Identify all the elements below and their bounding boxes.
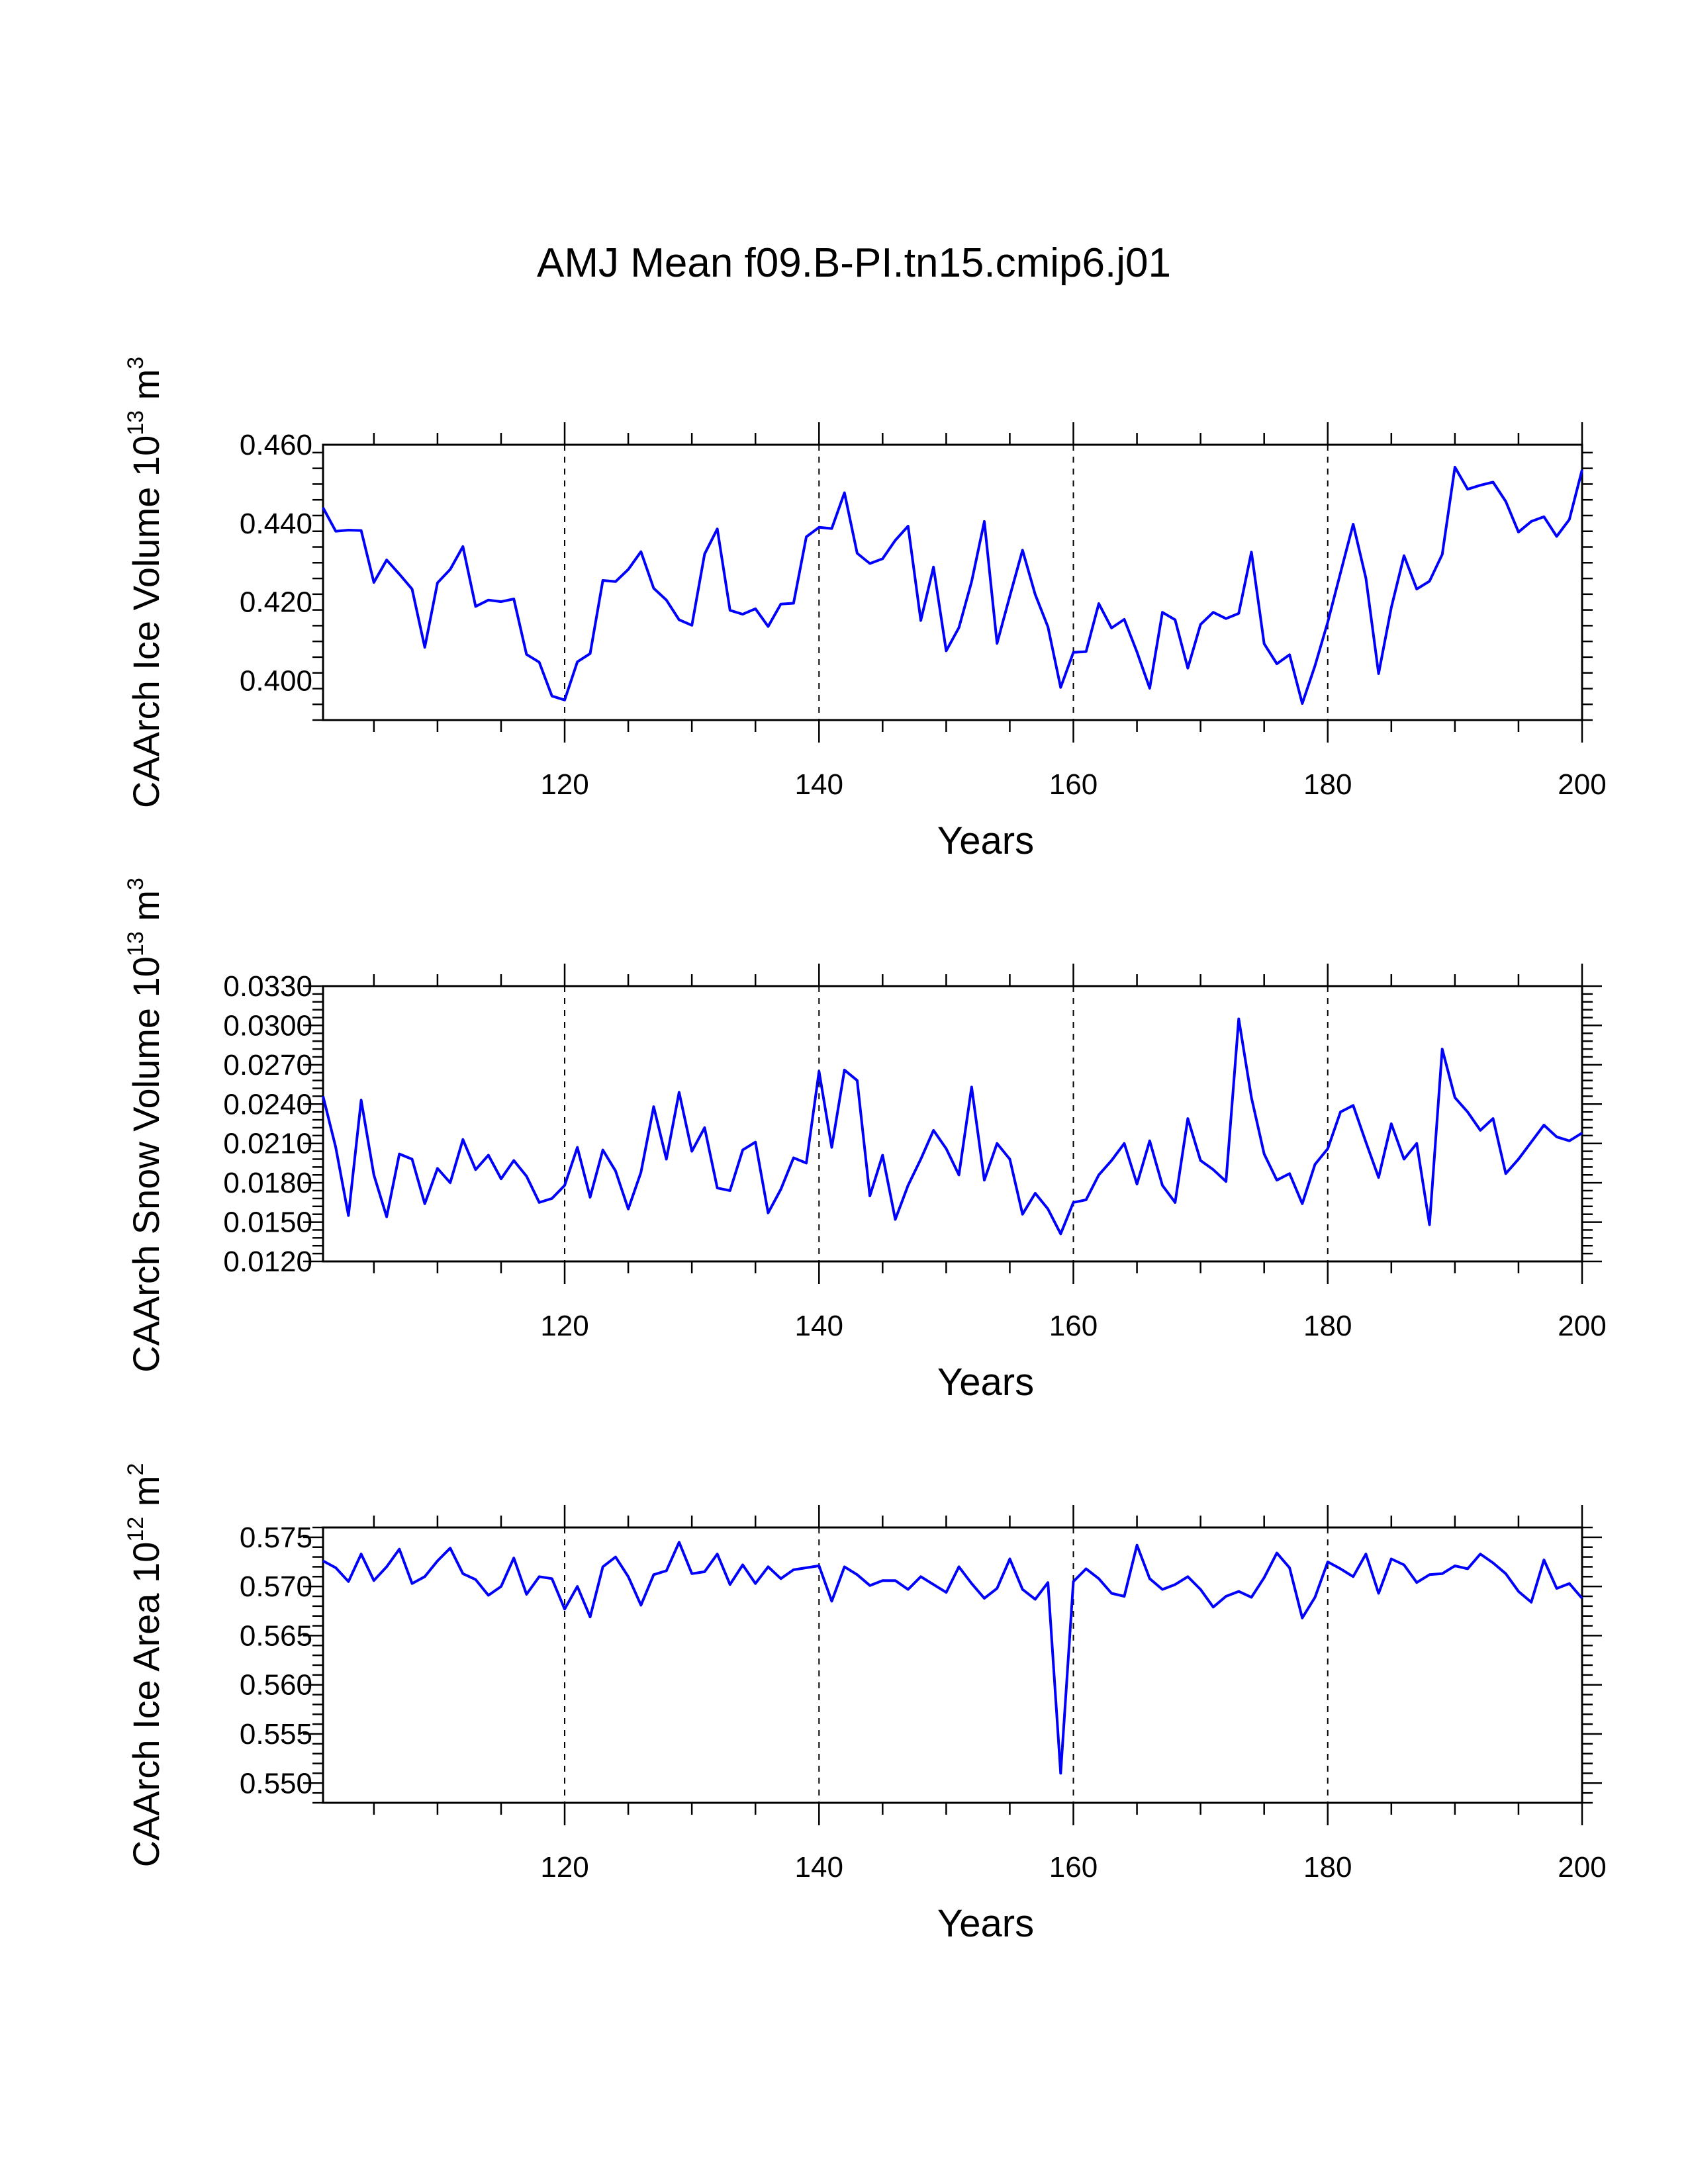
x-tick-label: 160 bbox=[1049, 1851, 1098, 1884]
y-tick-label: 0.565 bbox=[240, 1619, 312, 1652]
y-axis-label: CAArch Ice Area 1012 m2 bbox=[123, 1463, 167, 1868]
panels: 0.400 0.420 0.440 0.460 120 140 160 180 200 Years… bbox=[123, 357, 1607, 1945]
x-tick-label: 120 bbox=[540, 1851, 588, 1884]
chart-panel-3: 0.550 0.555 0.560 0.565 0.570 0.575 120 140 160 1… bbox=[123, 1463, 1607, 1945]
figure-title: AMJ Mean f09.B-PI.tn15.cmip6.j01 bbox=[537, 240, 1171, 286]
x-tick-label: 120 bbox=[540, 1310, 588, 1342]
x-tick-label: 120 bbox=[540, 768, 588, 801]
y-tick-label: 0.0330 bbox=[223, 970, 312, 1003]
y-axis-label-unit-exponent: 3 bbox=[123, 357, 148, 369]
y-axis-label-unit: m bbox=[125, 1476, 167, 1517]
y-axis-label-unit: m bbox=[125, 369, 167, 410]
x-tick-label: 160 bbox=[1049, 768, 1098, 801]
y-tick-label: 0.0180 bbox=[223, 1167, 312, 1199]
chart-panel-2: 0.0120 0.0150 0.0180 0.0210 0.0240 0.0270 0.03… bbox=[123, 878, 1607, 1404]
x-tick-label: 200 bbox=[1558, 1851, 1606, 1884]
x-tick-label: 200 bbox=[1558, 1310, 1606, 1342]
x-tick-label: 140 bbox=[795, 768, 843, 801]
series-line bbox=[322, 1541, 1583, 1775]
y-tick-label: 0.0120 bbox=[223, 1246, 312, 1278]
y-tick-label: 0.550 bbox=[240, 1767, 312, 1799]
x-tick-label: 180 bbox=[1303, 768, 1352, 801]
y-tick-label: 0.0300 bbox=[223, 1009, 312, 1042]
y-axis-label-exponent: 13 bbox=[123, 931, 148, 956]
y-axis-label-text: CAArch Ice Area 10 bbox=[125, 1542, 167, 1868]
y-axis-label: CAArch Ice Volume 1013 m3 bbox=[123, 357, 167, 808]
x-tick-label: 200 bbox=[1558, 768, 1606, 801]
y-tick-label: 0.0150 bbox=[223, 1206, 312, 1239]
y-axis-label-unit-exponent: 2 bbox=[123, 1463, 148, 1476]
y-tick-label: 0.575 bbox=[240, 1522, 312, 1554]
series-line bbox=[322, 465, 1583, 705]
y-tick-label: 0.0210 bbox=[223, 1128, 312, 1160]
x-axis-label: Years bbox=[937, 1361, 1034, 1404]
series-line bbox=[322, 1017, 1583, 1236]
y-axis-label: CAArch Snow Volume 1013 m3 bbox=[123, 878, 167, 1373]
y-axis-label-unit: m bbox=[125, 890, 167, 931]
y-axis-label-unit-exponent: 3 bbox=[123, 878, 148, 890]
y-axis-label-exponent: 12 bbox=[123, 1517, 148, 1542]
x-axis-label: Years bbox=[937, 1902, 1034, 1945]
y-tick-label: 0.440 bbox=[240, 508, 312, 540]
x-tick-label: 140 bbox=[795, 1851, 843, 1884]
x-tick-label: 180 bbox=[1303, 1310, 1352, 1342]
y-tick-label: 0.570 bbox=[240, 1570, 312, 1603]
y-axis-label-exponent: 13 bbox=[123, 410, 148, 435]
plot-frame bbox=[322, 985, 1583, 1263]
chart-panel-1: 0.400 0.420 0.440 0.460 120 140 160 180 200 Years… bbox=[123, 357, 1607, 862]
y-tick-label: 0.555 bbox=[240, 1718, 312, 1751]
x-tick-label: 140 bbox=[795, 1310, 843, 1342]
x-tick-label: 160 bbox=[1049, 1310, 1098, 1342]
y-tick-label: 0.460 bbox=[240, 429, 312, 461]
y-tick-label: 0.420 bbox=[240, 586, 312, 619]
y-axis-label-text: CAArch Ice Volume 10 bbox=[125, 435, 167, 808]
y-axis-label-text: CAArch Snow Volume 10 bbox=[125, 956, 167, 1373]
y-tick-label: 0.560 bbox=[240, 1669, 312, 1702]
y-tick-label: 0.0240 bbox=[223, 1088, 312, 1120]
x-axis-label: Years bbox=[937, 819, 1034, 862]
plot-frame bbox=[322, 443, 1583, 721]
y-tick-label: 0.400 bbox=[240, 665, 312, 698]
x-tick-label: 180 bbox=[1303, 1851, 1352, 1884]
y-tick-label: 0.0270 bbox=[223, 1049, 312, 1081]
